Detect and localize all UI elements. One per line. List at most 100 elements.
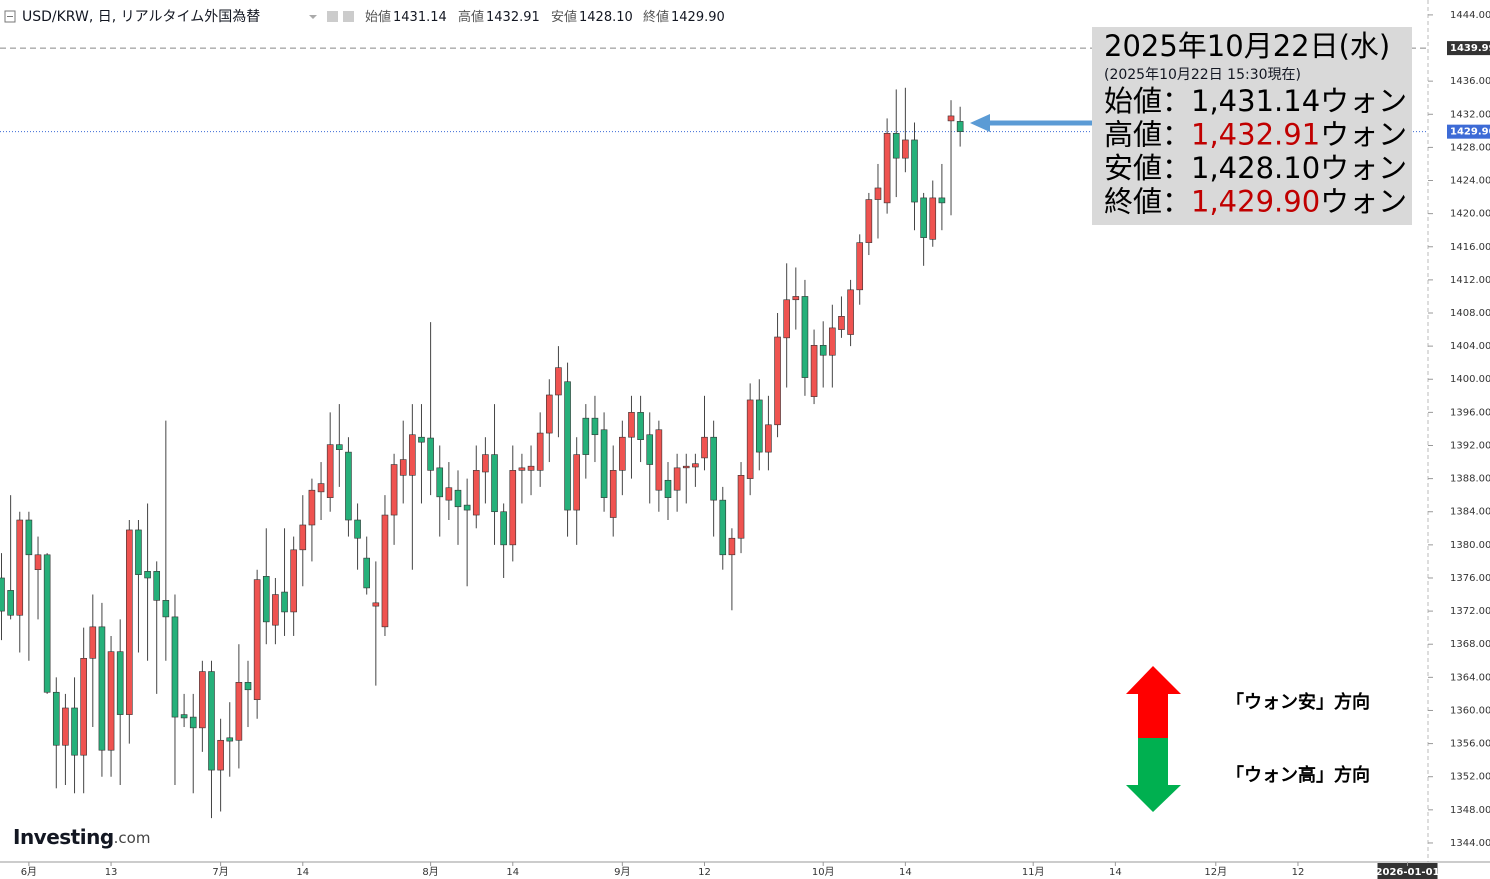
- candle-body: [390, 464, 398, 516]
- candle-body: [637, 412, 644, 440]
- candle-body: [545, 394, 553, 434]
- ohlc-label: 安値: [551, 9, 577, 25]
- candle-body: [673, 467, 681, 491]
- icon[interactable]: [343, 11, 354, 22]
- candle-body: [838, 316, 845, 330]
- candle-body: [856, 242, 864, 291]
- y-tick-label: 1404.00: [1450, 341, 1490, 352]
- axes: 1344.00 1348.00 1352.00 1356.00 1360.00 1364.…: [21, 10, 1490, 879]
- info-label: 安値：: [1104, 151, 1191, 185]
- ohlc-item: 終値 1429.90: [643, 9, 725, 25]
- candle-body: [664, 479, 672, 498]
- candle-body: [527, 465, 535, 471]
- candle-body: [418, 436, 425, 443]
- y-tick-label: 1356.00: [1450, 739, 1490, 750]
- y-tick-label: 1376.00: [1450, 573, 1490, 584]
- x-tick-label: 12月: [1204, 866, 1227, 878]
- candle-body: [746, 399, 754, 479]
- candle-body: [372, 602, 380, 607]
- price-label: 1439.99: [1450, 43, 1490, 54]
- candle-body: [892, 133, 900, 159]
- candle-body: [135, 529, 142, 575]
- candle-body: [911, 139, 918, 203]
- candle-body: [144, 571, 151, 579]
- collapse-icon[interactable]: [4, 10, 16, 23]
- y-tick-label: 1380.00: [1450, 540, 1490, 551]
- candle-body: [902, 139, 909, 159]
- candle-body: [929, 197, 937, 240]
- candle-body: [591, 417, 599, 436]
- x-tick-label: 7月: [212, 866, 228, 878]
- icon[interactable]: [327, 11, 338, 22]
- candle-body: [883, 133, 891, 204]
- direction-legend: 「ウォン安」方向 「ウォン高」方向: [1126, 666, 1370, 812]
- candle-body: [262, 576, 270, 623]
- candle-body: [107, 651, 115, 751]
- x-tick-label: 14: [899, 867, 912, 878]
- y-tick-label: 1364.00: [1450, 672, 1490, 683]
- info-title: 2025年10月22日(水): [1104, 29, 1390, 63]
- y-tick-label: 1352.00: [1450, 772, 1490, 783]
- candle-body: [436, 467, 444, 498]
- y-tick-label: 1428.00: [1450, 142, 1490, 153]
- up-arrow: [1126, 666, 1181, 738]
- candle-body: [600, 429, 608, 498]
- candle-body: [189, 716, 197, 729]
- x-tick-label: 6月: [21, 866, 37, 878]
- candle-body: [363, 557, 371, 589]
- candle-body: [555, 367, 562, 396]
- y-tick-label: 1348.00: [1450, 805, 1490, 816]
- x-tick-label: 13: [105, 867, 118, 878]
- x-tick-label: 9月: [614, 866, 630, 878]
- info-subtitle: (2025年10月22日 15:30現在): [1104, 67, 1301, 83]
- x-tick-label-bg: [1377, 863, 1438, 879]
- candle-body: [956, 121, 964, 132]
- ohlc-value: 1429.90: [671, 10, 725, 25]
- candle-body: [71, 707, 78, 756]
- candle-body: [646, 434, 654, 465]
- candle-body: [253, 579, 261, 701]
- price-label-bg: [1447, 41, 1490, 56]
- x-tick-label: 12: [1292, 867, 1305, 878]
- candle-body: [171, 616, 179, 718]
- candle-body: [381, 514, 389, 628]
- y-tick-label: 1392.00: [1450, 440, 1490, 451]
- info-unit: ウォン: [1320, 185, 1407, 219]
- candle-body: [272, 594, 279, 626]
- price-label: 1429.90: [1450, 127, 1490, 138]
- y-tick-label: 1412.00: [1450, 275, 1490, 286]
- candle-body: [755, 399, 763, 453]
- x-tick-label: 11月: [1022, 866, 1045, 878]
- y-tick-label: 1432.00: [1450, 109, 1490, 120]
- candle-body: [326, 444, 334, 498]
- ohlc-item: 高値 1432.91: [458, 9, 540, 25]
- candle-body: [682, 465, 690, 469]
- info-box-bg: [1092, 27, 1412, 225]
- y-tick-label: 1424.00: [1450, 176, 1490, 187]
- candle-body: [819, 344, 827, 356]
- candle-body: [116, 651, 124, 715]
- legend-down: 「ウォン高」方向: [1226, 764, 1370, 786]
- down-arrow: [1126, 738, 1181, 812]
- candle-body: [445, 487, 453, 501]
- candle-body: [719, 499, 727, 556]
- ohlc-value: 1431.14: [393, 10, 447, 25]
- candle-body: [536, 432, 544, 471]
- candle-body: [34, 554, 42, 570]
- ohlc-label: 始値: [365, 9, 391, 25]
- y-tick-label: 1368.00: [1450, 639, 1490, 650]
- y-tick-label: 1396.00: [1450, 407, 1490, 418]
- candle-body: [947, 115, 955, 122]
- ohlc-value: 1432.91: [486, 10, 540, 25]
- dropdown[interactable]: [309, 15, 317, 19]
- candle-body: [235, 682, 243, 741]
- candle-body: [126, 529, 133, 715]
- header: USD/KRW, 日, リアルタイム外国為替 始値 1431.14 高値 1432.9…: [4, 9, 725, 25]
- candle-body: [774, 336, 781, 426]
- candle-body: [573, 454, 580, 511]
- candle-body: [655, 429, 663, 491]
- candle-body: [938, 197, 946, 204]
- candle-body: [810, 344, 818, 397]
- y-tick-label: 1360.00: [1450, 705, 1490, 716]
